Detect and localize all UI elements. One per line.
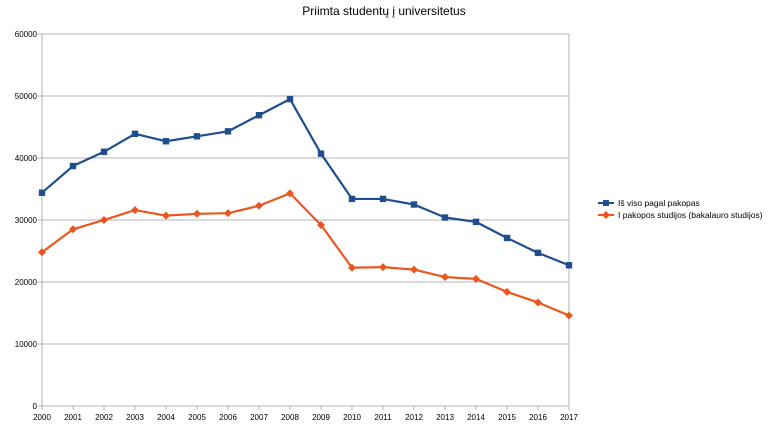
legend-label: I pakopos studijos (bakalauro studijos) [618, 210, 763, 220]
y-tick-label: 30000 [15, 216, 38, 225]
data-point [69, 162, 77, 170]
series-line [41, 97, 570, 267]
data-point [472, 218, 480, 226]
data-point [131, 130, 139, 138]
data-point [131, 206, 139, 215]
data-point [69, 225, 77, 234]
data-point [286, 189, 294, 198]
series-line [41, 192, 570, 317]
data-point [100, 148, 108, 155]
data-point [410, 265, 418, 274]
data-point [224, 128, 232, 135]
data-point [441, 273, 449, 282]
legend-item: Iš viso pagal pakopas [598, 198, 700, 208]
x-tick-label: 2012 [405, 413, 423, 422]
data-point [162, 211, 170, 220]
legend: Iš viso pagal pakopas I pakopos studijos … [598, 198, 763, 220]
data-point [317, 150, 325, 157]
x-tick-label: 2007 [250, 413, 268, 422]
x-tick-label: 2017 [560, 413, 578, 422]
x-tick-label: 2006 [219, 413, 237, 422]
y-tick-label: 60000 [15, 30, 38, 39]
data-point [38, 189, 46, 196]
data-point [100, 216, 108, 224]
x-tick-label: 2002 [95, 413, 113, 422]
data-point [38, 248, 46, 257]
x-tick-label: 2004 [157, 413, 175, 422]
data-point [162, 138, 170, 145]
y-tick-label: 50000 [15, 92, 38, 101]
data-point [255, 112, 263, 119]
data-point [193, 133, 201, 140]
data-point [317, 220, 325, 229]
data-point [379, 263, 387, 272]
x-tick-label: 2009 [312, 413, 330, 422]
axes: 0 10000 20000 30000 40000 50000 60000 2000 2001 2… [15, 30, 579, 422]
x-tick-label: 2011 [374, 413, 392, 422]
legend-label: Iš viso pagal pakopas [618, 198, 700, 208]
y-tick-label: 0 [33, 402, 38, 411]
data-point [503, 234, 511, 242]
x-tick-label: 2013 [436, 413, 454, 422]
data-point [472, 274, 480, 283]
x-tick-label: 2001 [64, 413, 82, 422]
x-tick-label: 2015 [498, 413, 516, 422]
x-tick-label: 2014 [467, 413, 485, 422]
y-tick-label: 40000 [15, 154, 38, 163]
x-tick-label: 2016 [529, 413, 547, 422]
legend-swatch-marker [602, 211, 610, 219]
data-point [441, 214, 449, 221]
data-point [503, 287, 511, 296]
x-tick-label: 2005 [188, 413, 206, 422]
chart-title: Priimta studentų į universitetus [302, 4, 465, 18]
series-2 [38, 189, 573, 320]
data-point [379, 195, 387, 203]
data-point [348, 195, 356, 203]
grid [42, 33, 569, 407]
data-point [286, 95, 294, 103]
y-tick-label: 20000 [15, 278, 38, 287]
legend-swatch-marker [603, 200, 609, 206]
data-point [410, 201, 418, 208]
x-tick-label: 2008 [281, 413, 299, 422]
x-tick-label: 2003 [126, 413, 144, 422]
data-point [348, 263, 356, 272]
data-point [565, 311, 573, 320]
data-point [534, 298, 542, 307]
legend-item: I pakopos studijos (bakalauro studijos) [598, 210, 763, 220]
data-point [224, 209, 232, 218]
x-tick-label: 2010 [343, 413, 361, 422]
y-tick-label: 10000 [15, 340, 38, 349]
x-tick-label: 2000 [33, 413, 51, 422]
series-1 [38, 95, 573, 269]
data-point [534, 249, 542, 257]
data-point [255, 201, 263, 210]
data-point [565, 262, 573, 269]
series-layer [38, 95, 573, 320]
data-point [193, 209, 201, 218]
